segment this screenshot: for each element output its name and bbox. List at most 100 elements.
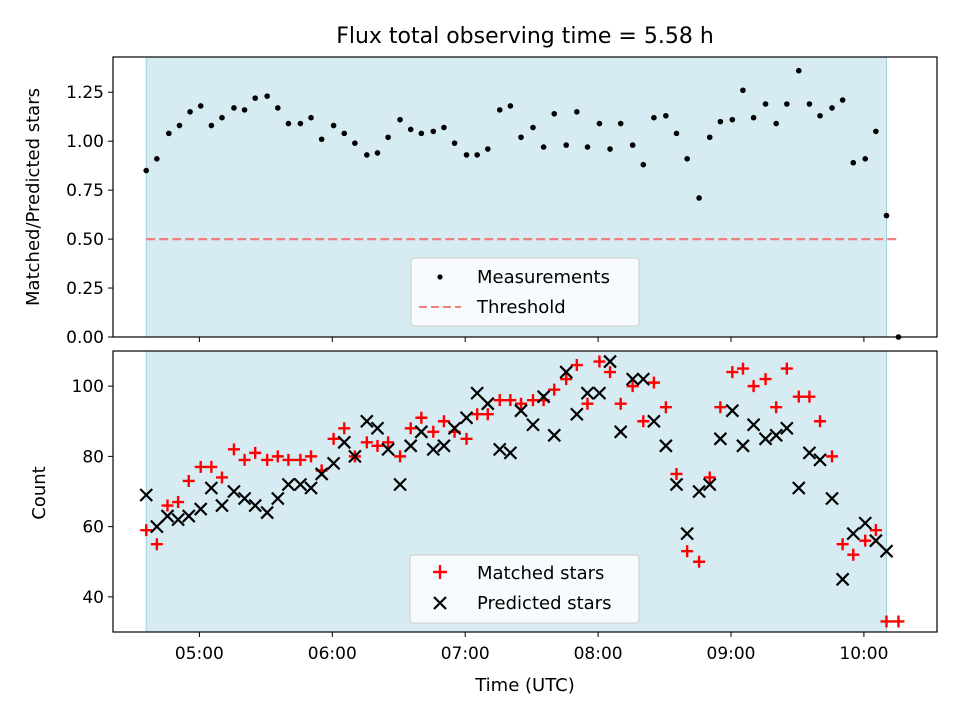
- measurement-point: [208, 122, 215, 129]
- measurement-point: [850, 159, 857, 166]
- matched-star-point: [581, 397, 594, 410]
- matched-star-point: [814, 415, 827, 428]
- predicted-stars-points: [139, 354, 894, 587]
- measurement-point: [518, 134, 524, 141]
- matched-star-point: [759, 373, 772, 386]
- measurement-point: [673, 130, 680, 137]
- measurement-point: [231, 105, 237, 111]
- measurement-point: [706, 134, 713, 141]
- measurement-point: [318, 136, 325, 143]
- bottom-y-tick-label: 100: [72, 377, 104, 397]
- bottom-x-tick-label: 09:00: [707, 644, 756, 664]
- matched-star-point: [194, 460, 207, 473]
- legend-measurements-label: Measurements: [477, 267, 610, 288]
- predicted-star-point: [437, 439, 451, 453]
- measurement-point: [806, 101, 813, 107]
- measurement-point: [640, 161, 647, 168]
- matched-star-point: [460, 432, 473, 445]
- predicted-star-point: [802, 446, 817, 460]
- matched-star-point: [869, 524, 882, 537]
- matched-star-point: [659, 401, 672, 414]
- matched-star-point: [792, 390, 805, 403]
- bottom-panel: 40 60 80 100 05:00 06:00 07:00 08:00 09:00 10:00…: [29, 350, 938, 696]
- bottom-x-tick-label: 07:00: [441, 644, 490, 664]
- matched-star-point: [282, 453, 295, 466]
- top-y-tick-label: 0.00: [66, 328, 104, 348]
- measurement-point: [862, 156, 869, 162]
- matched-star-point: [504, 394, 517, 407]
- matched-star-point: [714, 401, 727, 414]
- matched-star-point: [161, 499, 174, 512]
- top-y-tick-label: 0.25: [66, 279, 104, 299]
- predicted-star-point: [692, 484, 706, 499]
- predicted-star-point: [526, 417, 540, 432]
- predicted-star-point: [215, 498, 229, 513]
- predicted-star-point: [580, 386, 595, 400]
- top-legend-box: [410, 257, 640, 327]
- predicted-star-point: [381, 442, 395, 457]
- predicted-star-point: [702, 477, 717, 492]
- bottom-x-tick-label: 10:00: [839, 644, 888, 664]
- measurement-point: [663, 112, 669, 119]
- top-y-tick-label: 0.50: [66, 230, 104, 250]
- predicted-star-point: [193, 502, 208, 516]
- chart-title: Flux total observing time = 5.58 h: [336, 24, 714, 49]
- predicted-star-point: [447, 421, 462, 436]
- matched-star-point: [836, 538, 849, 551]
- bottom-y-axis-label: Count: [29, 466, 50, 519]
- matched-star-point: [803, 390, 816, 403]
- matched-star-point: [481, 408, 494, 421]
- matched-star-point: [681, 545, 694, 558]
- measurement-point: [829, 105, 835, 111]
- measurement-point: [684, 156, 690, 162]
- matched-star-point: [238, 453, 251, 466]
- predicted-star-point: [271, 491, 285, 506]
- measurement-point: [176, 122, 183, 129]
- matched-star-point: [515, 397, 528, 410]
- matched-star-point: [780, 362, 793, 375]
- matched-star-point: [604, 366, 617, 379]
- legend-threshold-label: Threshold: [476, 297, 566, 318]
- predicted-star-point: [237, 491, 252, 506]
- measurement-point: [451, 140, 458, 146]
- predicted-star-point: [426, 442, 441, 457]
- predicted-star-point: [536, 389, 551, 404]
- matched-star-point: [227, 443, 240, 456]
- measurement-point: [496, 107, 503, 113]
- matched-star-point: [305, 450, 318, 463]
- measurement-point: [795, 67, 802, 74]
- measurement-point: [817, 112, 823, 119]
- top-panel: 0.00 0.25 0.50 0.75 1.00 1.25 Matched/Predict…: [23, 56, 938, 348]
- matched-star-point: [859, 534, 872, 547]
- predicted-star-point: [470, 386, 484, 400]
- legend-matched-label: Matched stars: [477, 563, 604, 584]
- predicted-star-point: [846, 526, 861, 541]
- matched-star-point: [271, 450, 284, 463]
- bottom-y-tick-label: 60: [82, 518, 104, 538]
- matched-star-point: [614, 397, 627, 410]
- predicted-star-point: [393, 477, 407, 492]
- bottom-x-tick-label: 06:00: [308, 644, 357, 664]
- top-y-tick-label: 0.75: [66, 181, 104, 201]
- matched-star-point: [693, 555, 706, 568]
- matched-stars-points: [140, 355, 905, 628]
- bottom-x-tick-label: 05:00: [175, 644, 224, 664]
- measurement-point: [352, 140, 358, 146]
- predicted-star-point: [858, 516, 873, 530]
- measurement-point: [484, 146, 491, 152]
- measurement-point: [308, 114, 314, 121]
- measurement-point: [341, 130, 348, 137]
- measurement-point: [154, 156, 160, 162]
- predicted-star-point: [869, 533, 883, 548]
- matched-star-point: [415, 411, 428, 424]
- bottom-x-ticks: 05:00 06:00 07:00 08:00 09:00 10:00: [175, 632, 888, 664]
- matched-star-point: [172, 496, 185, 509]
- measurement-point: [441, 124, 447, 131]
- top-y-tick-label: 1.25: [66, 83, 104, 103]
- matched-star-point: [215, 471, 228, 484]
- measurement-point: [584, 144, 591, 150]
- measurement-point: [430, 128, 437, 135]
- predicted-star-point: [414, 425, 429, 439]
- matched-star-point: [261, 453, 274, 466]
